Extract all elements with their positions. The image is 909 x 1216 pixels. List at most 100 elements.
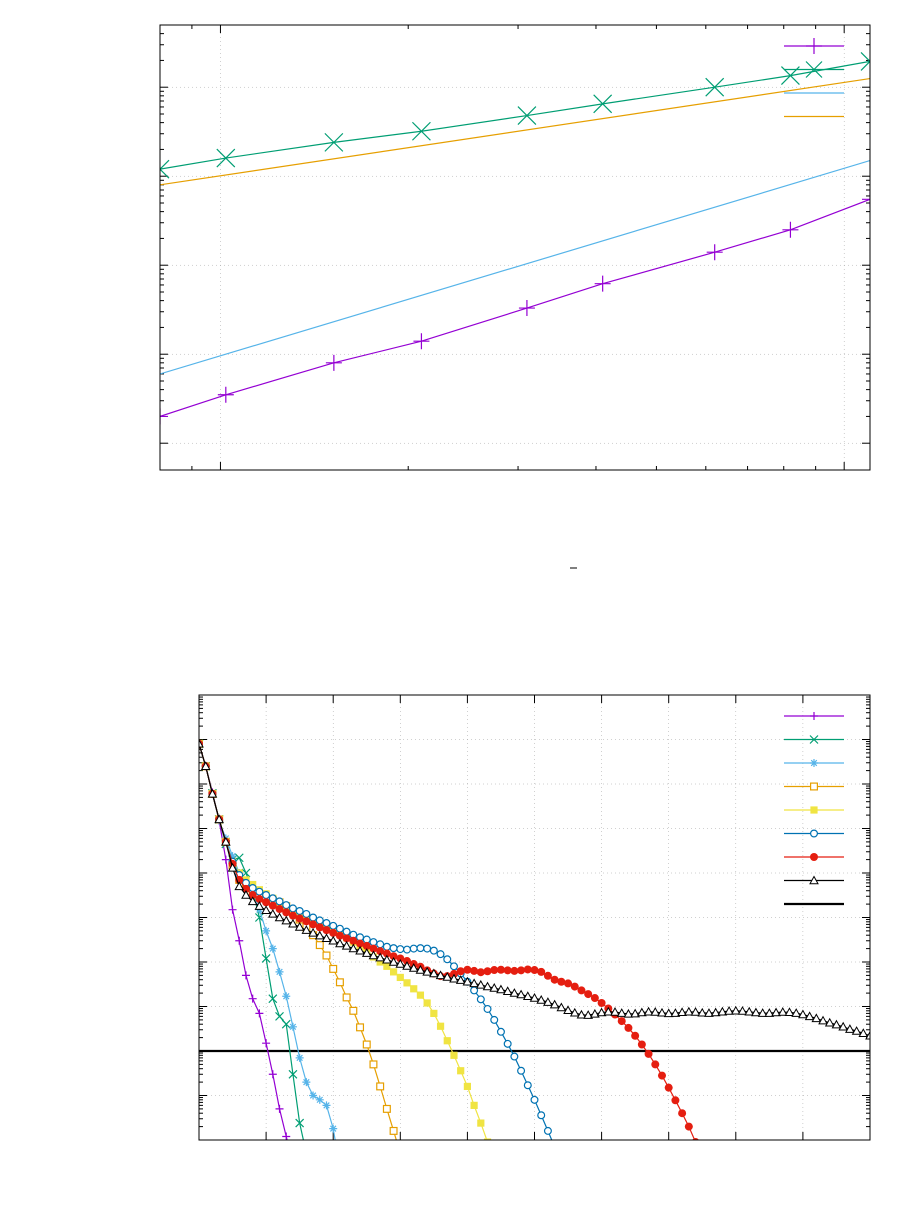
data-point — [475, 979, 486, 989]
data-point — [678, 1109, 687, 1118]
data-point — [517, 1066, 526, 1075]
data-point — [865, 1030, 870, 1040]
data-point — [730, 1005, 741, 1015]
data-point — [325, 354, 342, 371]
series-line — [199, 743, 336, 1140]
data-point — [247, 896, 258, 906]
data-point — [671, 1096, 680, 1105]
data-point — [355, 945, 365, 955]
data-point — [389, 952, 398, 961]
data-point — [543, 971, 552, 980]
data-point — [315, 941, 324, 950]
data-point — [593, 94, 613, 114]
data-point — [402, 961, 412, 970]
data-point — [502, 986, 513, 995]
data-point — [798, 1009, 808, 1019]
data-point — [737, 1006, 748, 1015]
data-point — [497, 1176, 504, 1183]
data-point — [851, 1026, 862, 1035]
top-chart — [159, 24, 871, 471]
data-point — [335, 924, 344, 933]
data-point — [504, 1194, 511, 1201]
data-point — [342, 993, 351, 1002]
data-point — [288, 904, 297, 913]
data-point — [537, 967, 546, 976]
data-point — [322, 926, 331, 935]
data-point — [692, 1138, 699, 1140]
data-point — [329, 1124, 338, 1133]
data-point — [423, 944, 432, 953]
data-point — [583, 1010, 594, 1019]
data-point — [234, 881, 245, 891]
data-point — [228, 905, 237, 914]
series-1 — [199, 739, 291, 1140]
data-point — [664, 1083, 673, 1092]
data-point — [383, 962, 391, 970]
data-point — [281, 915, 292, 925]
data-point — [302, 917, 311, 926]
data-point — [623, 1008, 634, 1018]
data-point — [356, 939, 365, 948]
series-2 — [199, 739, 305, 1140]
data-point — [489, 983, 500, 992]
legend-marker — [810, 712, 818, 720]
data-point — [596, 1007, 607, 1017]
data-point — [255, 887, 264, 896]
data-point — [518, 300, 535, 317]
data-point — [254, 913, 264, 922]
data-point — [388, 956, 399, 966]
data-point — [496, 984, 506, 994]
data-point — [777, 1007, 788, 1016]
data-point — [449, 962, 458, 971]
data-point — [457, 1067, 465, 1075]
data-point — [227, 862, 238, 872]
data-point — [369, 938, 378, 947]
data-point — [295, 914, 304, 923]
series-line — [160, 159, 870, 375]
data-point — [309, 913, 318, 922]
legend-marker — [810, 759, 818, 767]
data-point — [308, 927, 318, 937]
legend-marker — [809, 875, 819, 885]
data-point — [160, 408, 168, 425]
data-point — [396, 945, 405, 954]
legend-marker — [809, 735, 819, 744]
data-point — [862, 191, 870, 208]
data-point — [490, 1015, 499, 1024]
data-point — [362, 1040, 371, 1049]
data-point — [784, 1007, 795, 1017]
grid-lines — [160, 25, 870, 470]
series-1 — [160, 191, 870, 425]
data-point — [322, 919, 331, 928]
data-point — [282, 1132, 291, 1140]
data-point — [248, 884, 257, 893]
data-point — [412, 121, 431, 141]
data-point — [335, 931, 344, 940]
data-point — [368, 950, 379, 960]
data-point — [436, 1022, 445, 1030]
series-line — [160, 60, 870, 170]
data-point — [396, 954, 405, 963]
data-point — [463, 965, 472, 974]
data-point — [321, 933, 332, 943]
data-point — [342, 927, 351, 936]
data-point — [315, 1095, 324, 1104]
legend-marker — [809, 829, 818, 838]
data-point — [706, 244, 723, 261]
data-point — [288, 911, 297, 920]
data-point — [523, 1081, 532, 1090]
data-point — [362, 941, 371, 950]
data-point — [630, 1008, 640, 1018]
data-point — [543, 1126, 552, 1135]
data-point — [450, 1051, 458, 1059]
data-point — [442, 971, 453, 981]
data-point — [556, 1002, 567, 1012]
data-point — [382, 1104, 391, 1113]
data-point — [382, 954, 392, 964]
data-point — [597, 998, 606, 1007]
data-point — [408, 963, 419, 972]
data-point — [717, 1006, 728, 1016]
data-point — [329, 928, 338, 937]
data-point — [288, 1022, 297, 1031]
